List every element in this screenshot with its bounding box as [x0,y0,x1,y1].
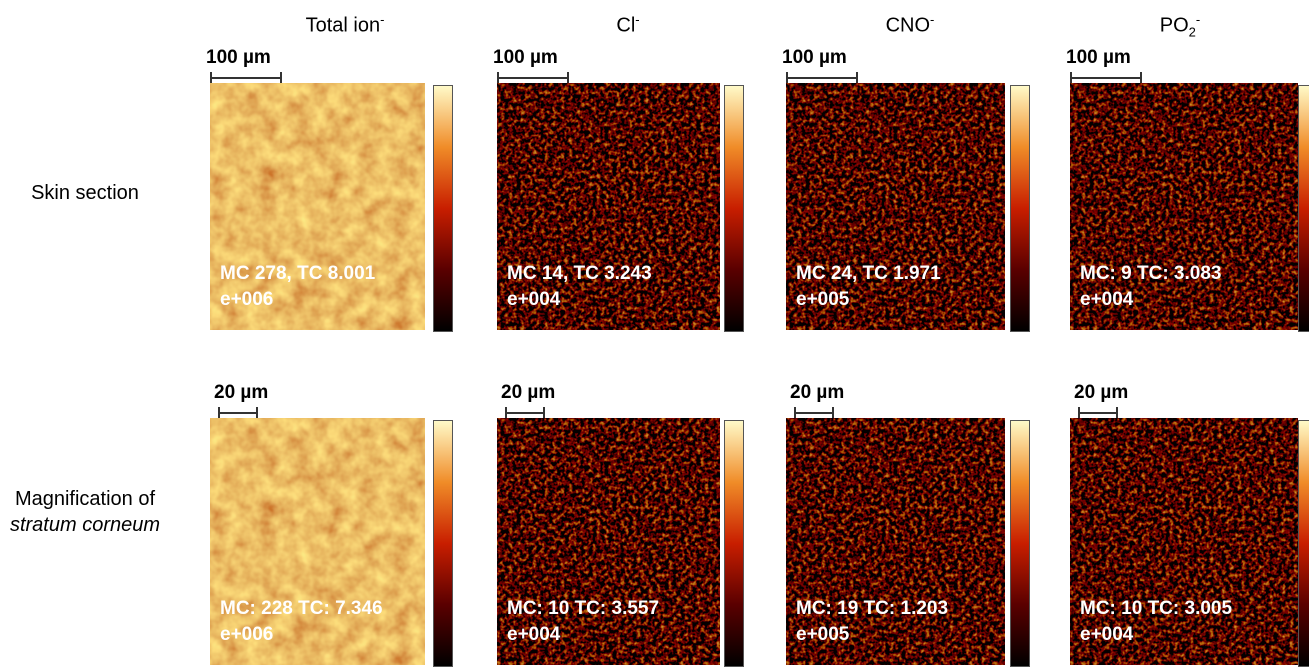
column-header: CNO- [810,12,1010,38]
colorbar [433,85,453,332]
header-sup: - [380,12,384,27]
scale-bar [1078,412,1118,414]
annotation-line1: MC: 228 TC: 7.346 [220,596,383,622]
column-header: Cl- [528,12,728,38]
annotation-line1: MC: 19 TC: 1.203 [796,596,948,622]
header-sub: 2 [1189,25,1196,40]
scale-bar [497,77,569,79]
annotation-line1: MC 24, TC 1.971 [796,261,941,287]
header-sup: - [635,12,639,27]
annotation-line1: MC: 10 TC: 3.557 [507,596,659,622]
annotation-line2: e+005 [796,622,948,648]
colorbar [1010,420,1030,667]
scale-bar [1070,77,1142,79]
column-header: PO2- [1080,12,1280,40]
colorbar [1298,420,1309,667]
scale-bar-label: 20 µm [790,382,844,404]
row-label: Skin section [0,180,170,206]
row-label-text: Skin section [31,182,139,204]
colorbar [1010,85,1030,332]
column-header: Total ion- [245,12,445,38]
annotation-line1: MC 278, TC 8.001 [220,261,375,287]
annotation-line2: e+004 [507,287,652,313]
header-text: PO [1160,15,1189,37]
scale-bar-label: 100 µm [782,47,847,69]
annotation-line2: e+004 [1080,622,1232,648]
scale-bar-label: 100 µm [493,47,558,69]
scale-bar-label: 20 µm [501,382,555,404]
scale-bar [505,412,545,414]
scale-bar [210,77,282,79]
header-text: CNO [886,15,930,37]
colorbar [724,420,744,667]
row-label: Magnification of stratum corneum [0,486,170,538]
annotation-line2: e+006 [220,622,383,648]
annotation-line2: e+004 [507,622,659,648]
annotation-line2: e+006 [220,287,375,313]
annotation-line1: MC: 9 TC: 3.083 [1080,261,1221,287]
annotation-line1: MC: 10 TC: 3.005 [1080,596,1232,622]
scale-bar [786,77,858,79]
scale-bar-label: 20 µm [214,382,268,404]
colorbar [724,85,744,332]
header-sup: - [930,12,934,27]
annotation-line1: MC 14, TC 3.243 [507,261,652,287]
scale-bar-label: 100 µm [206,47,271,69]
header-sup: - [1196,12,1200,27]
header-text: Cl [616,15,635,37]
scale-bar [218,412,258,414]
annotation-line2: e+004 [1080,287,1221,313]
header-text: Total ion [306,15,381,37]
scale-bar-label: 100 µm [1066,47,1131,69]
row-label-text: Magnification of [15,488,155,510]
scale-bar [794,412,834,414]
annotation-line2: e+005 [796,287,941,313]
scale-bar-label: 20 µm [1074,382,1128,404]
figure: Total ion-Cl-CNO-PO2-Skin section100 µmM… [0,0,1309,672]
row-label-italic: stratum corneum [10,514,160,536]
colorbar [1298,85,1309,332]
colorbar [433,420,453,667]
